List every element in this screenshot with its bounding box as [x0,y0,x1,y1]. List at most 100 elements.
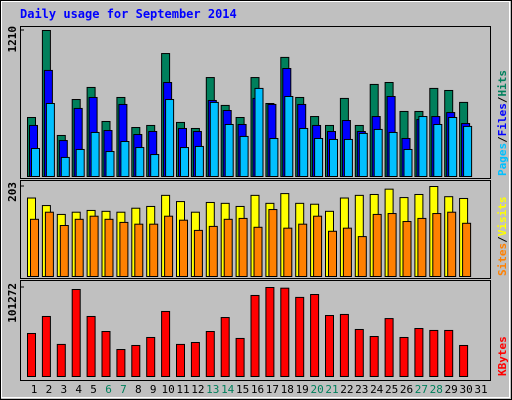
legend-entry: Pages [496,143,509,176]
bar [44,211,54,277]
bar [86,315,96,378]
bar [314,137,324,177]
x-tick-label: 4 [75,383,82,396]
legend-entry: Hits [496,70,509,97]
bar [161,310,171,378]
bar [56,343,66,377]
bar [134,223,144,277]
x-tick-label: 9 [150,383,157,396]
x-tick-label: 25 [385,383,398,396]
legend-separator: / [496,136,509,143]
x-tick-label: 16 [251,383,264,396]
x-tick-label: 13 [206,383,219,396]
y-tick-label: 1210 [6,26,19,53]
legend-entry: Sites [496,243,509,276]
bar [429,329,439,378]
bar [146,336,156,377]
bar [299,127,309,177]
x-tick-label: 28 [430,383,443,396]
legend-entry: Visits [496,197,509,237]
bar [373,128,383,178]
bar [27,332,36,377]
bar [119,221,129,277]
bar [358,132,368,177]
bar [131,344,141,377]
bar [283,227,293,278]
x-tick-label: 8 [135,383,142,396]
y-tick-label: 203 [6,182,19,202]
legend-entry: Files [496,103,509,136]
x-tick-label: 10 [161,383,174,396]
bar [432,213,442,278]
bar [208,225,218,277]
bar [403,148,413,177]
bar [193,229,203,278]
bar [253,226,263,277]
bar [176,343,185,377]
x-tick-label: 18 [281,383,294,396]
bar [325,315,334,377]
bar [30,218,39,277]
bar [223,218,233,277]
bar [235,337,245,377]
bar [150,154,160,178]
legend-entry: KBytes [496,336,509,376]
bar [388,131,398,177]
bar [402,221,412,277]
bar [384,318,394,377]
bar [343,138,353,178]
bar [369,336,379,378]
x-tick-label: 14 [221,383,235,396]
x-tick-label: 27 [415,383,428,396]
bar [90,131,100,177]
bar [447,211,457,277]
bar [180,147,189,177]
bar [105,151,115,178]
bar [165,99,175,177]
x-tick-label: 30 [459,383,472,396]
bar [60,156,70,177]
bar [75,148,85,177]
bar [194,145,204,177]
x-tick-label: 23 [355,383,368,396]
bar [116,349,126,377]
bar [448,116,458,178]
bar [433,123,443,177]
bar [387,213,397,278]
x-tick-label: 31 [474,383,487,396]
bar [120,141,130,178]
bar [313,215,323,278]
bar [418,116,428,177]
bar [71,288,81,377]
bar [224,123,234,177]
x-tick-label: 5 [90,383,97,396]
x-tick-label: 6 [105,383,112,396]
bar [135,147,145,177]
bar [298,223,308,277]
x-tick-label: 12 [191,383,204,396]
x-tick-label: 26 [400,383,413,396]
bar [339,313,349,377]
bar [414,328,424,378]
bar [462,222,472,278]
x-tick-label: 29 [445,383,458,396]
bar [239,135,249,177]
bar [149,223,159,277]
bar [280,287,290,377]
y-tick-label: 101272 [6,283,19,323]
x-tick-label: 3 [60,383,67,396]
x-tick-label: 17 [266,383,279,396]
bar [372,213,382,277]
bar [399,336,409,377]
bar [254,87,264,177]
bar [45,103,55,177]
x-tick-label: 7 [120,383,127,396]
legend-separator: / [496,96,509,103]
bar [220,317,230,378]
bar [59,225,69,278]
bar [41,315,51,378]
bar [329,138,338,178]
bar [250,294,260,377]
